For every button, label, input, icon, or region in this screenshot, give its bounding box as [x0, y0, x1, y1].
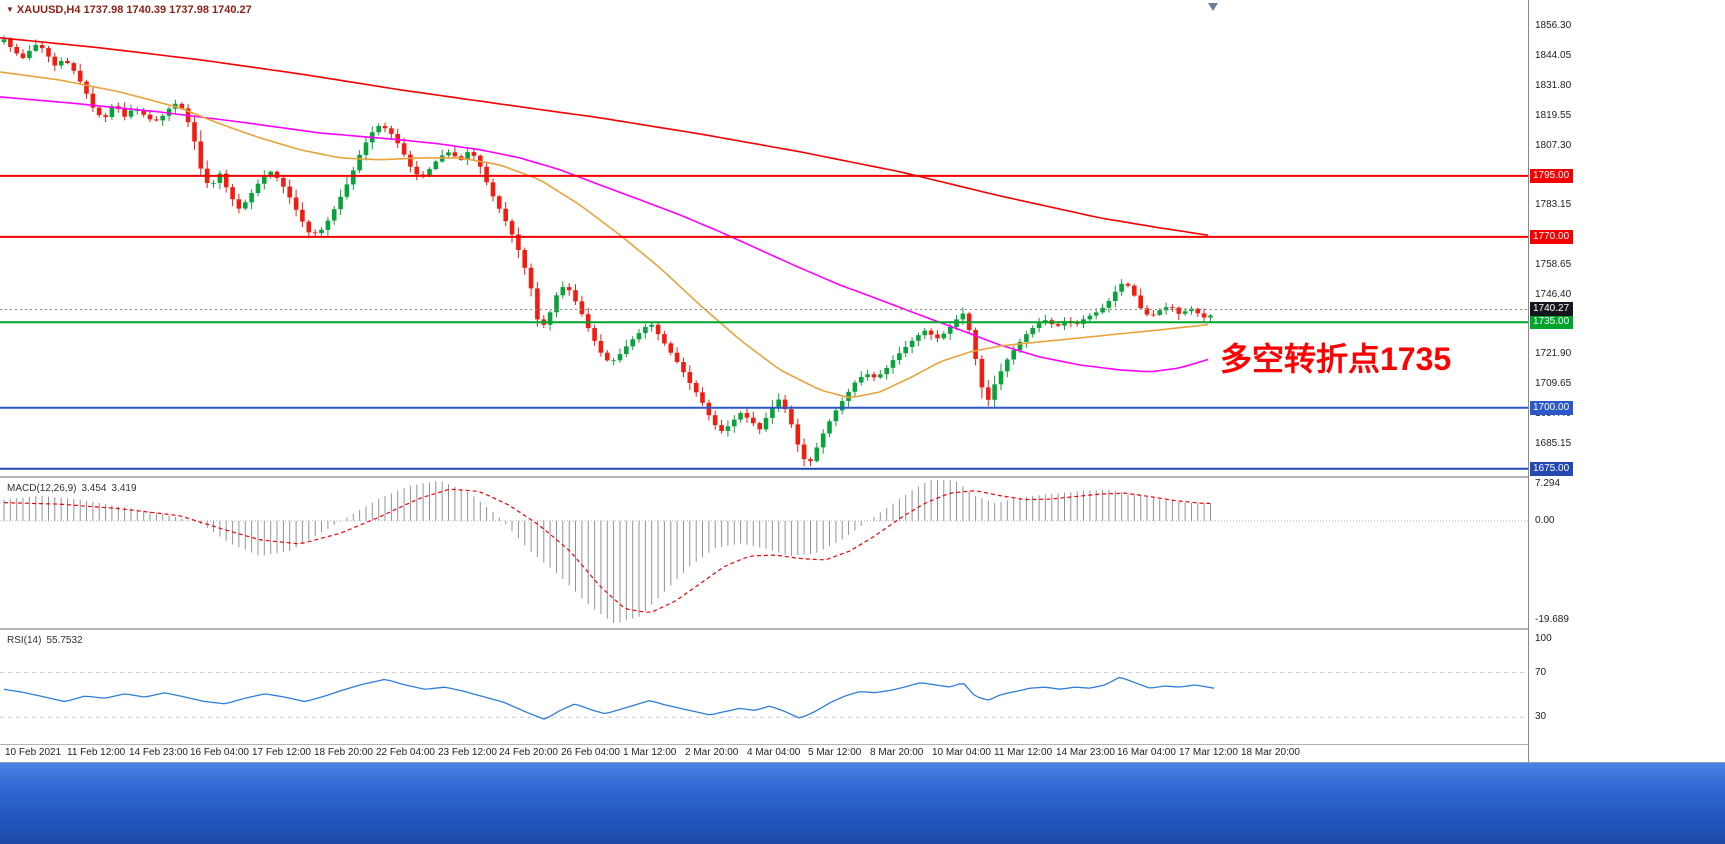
time-axis-label: 4 Mar 04:00 — [747, 747, 801, 758]
macd-panel[interactable]: MACD(12,26,9) 3.454 3.419 — [0, 480, 1528, 630]
time-axis-label: 16 Feb 04:00 — [190, 747, 249, 758]
price-axis-tick: 1844.05 — [1535, 50, 1572, 62]
price-level-badge: 1700.00 — [1530, 400, 1574, 415]
rsi-name: RSI(14) — [7, 635, 42, 646]
time-axis-label: 17 Mar 12:00 — [1179, 747, 1238, 758]
price-chart-panel[interactable]: ▼ XAUUSD,H4 1737.98 1740.39 1737.98 1740.… — [0, 0, 1528, 478]
time-axis-label: 18 Feb 20:00 — [314, 747, 373, 758]
time-axis-label: 14 Mar 23:00 — [1056, 747, 1115, 758]
price-level-badge: 1795.00 — [1530, 168, 1574, 183]
price-axis-tick: 7.294 — [1535, 478, 1561, 490]
time-axis-label: 10 Mar 04:00 — [932, 747, 991, 758]
price-axis-tick: 1831.80 — [1535, 80, 1572, 92]
price-level-badge: 1770.00 — [1530, 229, 1574, 244]
rsi-label: RSI(14) 55.7532 — [7, 635, 88, 646]
price-axis-tick: 0.00 — [1535, 514, 1555, 526]
price-level-badge: 1675.00 — [1530, 461, 1574, 476]
time-axis[interactable]: 10 Feb 2021 11 Feb 12:00 14 Feb 23:00 16 Fe… — [0, 746, 1528, 762]
time-axis-label: 18 Mar 20:00 — [1241, 747, 1300, 758]
time-axis-label: 14 Feb 23:00 — [129, 747, 188, 758]
price-axis-tick: 1685.15 — [1535, 437, 1572, 449]
price-axis[interactable]: 1856.30 1844.05 1831.80 1819.55 1807.30 1783.… — [1528, 0, 1725, 762]
price-axis-tick: -19.689 — [1535, 613, 1569, 625]
time-axis-label: 11 Feb 12:00 — [67, 747, 126, 758]
price-axis-tick: 1709.65 — [1535, 378, 1572, 390]
price-axis-tick: 70 — [1535, 666, 1547, 678]
macd-label: MACD(12,26,9) 3.454 3.419 — [7, 483, 142, 494]
symbol-marker-icon: ▼ — [6, 5, 14, 14]
candlestick-chart-canvas[interactable] — [0, 0, 1528, 478]
time-axis-label: 2 Mar 20:00 — [685, 747, 739, 758]
time-axis-label: 8 Mar 20:00 — [870, 747, 924, 758]
time-axis-label: 16 Mar 04:00 — [1117, 747, 1176, 758]
chart-shift-marker-icon — [1208, 3, 1218, 11]
macd-value-main: 3.454 — [81, 483, 107, 494]
time-axis-label: 5 Mar 12:00 — [808, 747, 862, 758]
symbol-header: ▼ XAUUSD,H4 1737.98 1740.39 1737.98 1740.… — [6, 4, 252, 16]
price-axis-tick: 1721.90 — [1535, 348, 1572, 360]
rsi-panel[interactable]: RSI(14) 55.7532 — [0, 632, 1528, 745]
price-level-badge: 1735.00 — [1530, 315, 1574, 330]
time-axis-label: 1 Mar 12:00 — [623, 747, 677, 758]
price-axis-tick: 1856.30 — [1535, 20, 1572, 32]
time-axis-label: 23 Feb 12:00 — [438, 747, 497, 758]
macd-chart-canvas[interactable] — [0, 480, 1528, 630]
price-axis-tick: 1819.55 — [1535, 110, 1572, 122]
time-axis-label: 10 Feb 2021 — [5, 747, 62, 758]
time-axis-label: 11 Mar 12:00 — [994, 747, 1053, 758]
price-axis-tick: 1746.40 — [1535, 288, 1572, 300]
price-axis-tick: 100 — [1535, 633, 1552, 645]
time-axis-label: 17 Feb 12:00 — [252, 747, 311, 758]
rsi-value: 55.7532 — [46, 635, 83, 646]
macd-value-signal: 3.419 — [111, 483, 137, 494]
price-level-badge: 1740.27 — [1530, 302, 1574, 317]
rsi-chart-canvas[interactable] — [0, 632, 1528, 745]
annotation-text[interactable]: 多空转折点1735 — [1220, 341, 1452, 377]
symbol-ohlc-label: XAUUSD,H4 1737.98 1740.39 1737.98 1740.2… — [16, 4, 252, 16]
price-axis-tick: 1758.65 — [1535, 258, 1572, 270]
time-axis-label: 24 Feb 20:00 — [499, 747, 558, 758]
price-axis-tick: 1783.15 — [1535, 198, 1572, 210]
price-axis-tick: 1807.30 — [1535, 139, 1572, 151]
macd-name: MACD(12,26,9) — [7, 483, 77, 494]
price-axis-tick: 30 — [1535, 711, 1547, 723]
time-axis-label: 22 Feb 04:00 — [376, 747, 435, 758]
time-axis-label: 26 Feb 04:00 — [561, 747, 620, 758]
bottom-bar — [0, 762, 1725, 844]
